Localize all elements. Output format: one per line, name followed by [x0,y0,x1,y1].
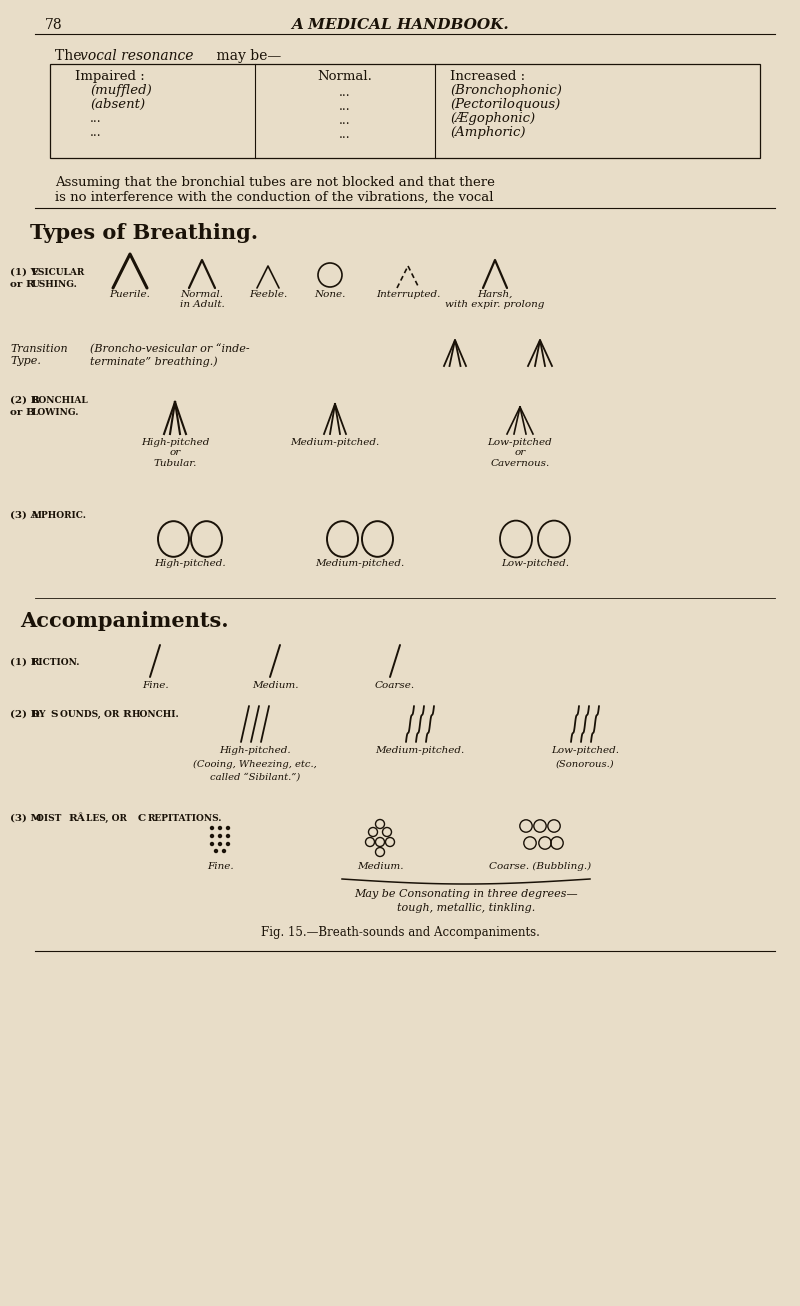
Text: Increased :: Increased : [450,71,525,84]
Text: ESICULAR: ESICULAR [32,268,86,277]
Text: Medium-pitched.: Medium-pitched. [290,438,380,447]
Text: Fine.: Fine. [206,862,234,871]
Text: ...: ... [339,101,351,114]
Text: (Sonorous.): (Sonorous.) [556,760,614,769]
Circle shape [218,833,222,838]
Text: Feeble.: Feeble. [249,290,287,299]
Circle shape [226,833,230,838]
Text: Fig. 15.—Breath-sounds and Accompaniments.: Fig. 15.—Breath-sounds and Accompaniment… [261,926,539,939]
Circle shape [210,825,214,831]
Text: called “Sibilant.”): called “Sibilant.”) [210,773,300,782]
Text: Normal.
in Adult.: Normal. in Adult. [180,290,224,310]
Text: USHING.: USHING. [32,279,78,289]
Text: (1) V: (1) V [10,268,38,277]
Text: RY: RY [32,710,49,720]
Text: (Broncho-vesicular or “inde-: (Broncho-vesicular or “inde- [90,343,250,354]
Text: Accompaniments.: Accompaniments. [20,611,229,631]
Text: Harsh,
with expir. prolong: Harsh, with expir. prolong [446,290,545,310]
Text: (muffled): (muffled) [90,84,152,97]
Text: ...: ... [339,128,351,141]
Text: may be—: may be— [212,50,282,63]
Circle shape [226,842,230,846]
Text: None.: None. [314,290,346,299]
Text: Types of Breathing.: Types of Breathing. [30,223,258,243]
Text: (Amphoric): (Amphoric) [450,125,526,138]
Text: or R: or R [10,279,34,289]
Text: (3) M: (3) M [10,814,42,823]
Text: Normal.: Normal. [318,71,373,84]
Text: R: R [122,710,130,720]
Circle shape [210,833,214,838]
Text: Interrupted.: Interrupted. [376,290,440,299]
Text: Transition: Transition [10,343,68,354]
Circle shape [226,825,230,831]
Text: A MEDICAL HANDBOOK.: A MEDICAL HANDBOOK. [291,18,509,33]
Text: Low-pitched.: Low-pitched. [501,559,569,568]
Text: Fine.: Fine. [142,680,168,690]
Text: 78: 78 [45,18,62,33]
Text: Medium.: Medium. [357,862,403,871]
Circle shape [218,842,222,846]
Text: ...: ... [90,112,102,125]
Text: MPHORIC.: MPHORIC. [32,511,87,520]
Text: vocal resonance: vocal resonance [80,50,194,63]
Text: (Ægophonic): (Ægophonic) [450,112,535,125]
Text: (3) A: (3) A [10,511,38,520]
Text: Medium.: Medium. [252,680,298,690]
Text: or B: or B [10,407,35,417]
Text: The: The [55,50,86,63]
Text: ...: ... [90,125,102,138]
Text: REPITATIONS.: REPITATIONS. [148,814,222,823]
Text: tough, metallic, tinkling.: tough, metallic, tinkling. [397,902,535,913]
Bar [50,64,760,158]
Text: Type.: Type. [10,357,41,366]
Text: High-pitched.: High-pitched. [154,559,226,568]
Text: LES, OR: LES, OR [86,814,130,823]
Text: ...: ... [339,114,351,127]
Text: (Pectoriloquous): (Pectoriloquous) [450,98,560,111]
Text: Low-pitched.: Low-pitched. [551,746,619,755]
Text: May be Consonating in three degrees—: May be Consonating in three degrees— [354,889,578,899]
Text: HONCHI.: HONCHI. [132,710,180,720]
Text: LOWING.: LOWING. [32,407,79,417]
Text: High-pitched
or
Tubular.: High-pitched or Tubular. [141,438,209,468]
Text: Coarse. (Bubbling.): Coarse. (Bubbling.) [489,862,591,871]
Text: OUNDS, OR: OUNDS, OR [60,710,122,720]
Text: RÂ: RÂ [68,814,85,823]
Text: Coarse.: Coarse. [375,680,415,690]
Text: RICTION.: RICTION. [32,658,81,667]
Circle shape [210,842,214,846]
Text: (1) F: (1) F [10,658,38,667]
Text: High-pitched.: High-pitched. [219,746,291,755]
Text: Assuming that the bronchial tubes are not blocked and that there: Assuming that the bronchial tubes are no… [55,176,495,189]
Text: (Cooing, Wheezing, etc.,: (Cooing, Wheezing, etc., [193,760,317,769]
Text: is no interference with the conduction of the vibrations, the vocal: is no interference with the conduction o… [55,191,494,204]
Circle shape [218,825,222,831]
Text: ...: ... [339,86,351,99]
Text: Medium-pitched.: Medium-pitched. [375,746,465,755]
Text: Impaired :: Impaired : [75,71,145,84]
Text: (Bronchophonic): (Bronchophonic) [450,84,562,97]
Text: Medium-pitched.: Medium-pitched. [315,559,405,568]
Text: (2) D: (2) D [10,710,40,720]
Circle shape [214,849,218,853]
Text: (absent): (absent) [90,98,145,111]
Text: S: S [50,710,58,720]
Text: (2) B: (2) B [10,396,39,405]
Text: terminate” breathing.): terminate” breathing.) [90,357,218,367]
Text: RONCHIAL: RONCHIAL [32,396,89,405]
Text: Puerile.: Puerile. [110,290,150,299]
Text: C: C [138,814,146,823]
Text: OIST: OIST [36,814,65,823]
Circle shape [222,849,226,853]
Text: Low-pitched
or
Cavernous.: Low-pitched or Cavernous. [488,438,552,468]
